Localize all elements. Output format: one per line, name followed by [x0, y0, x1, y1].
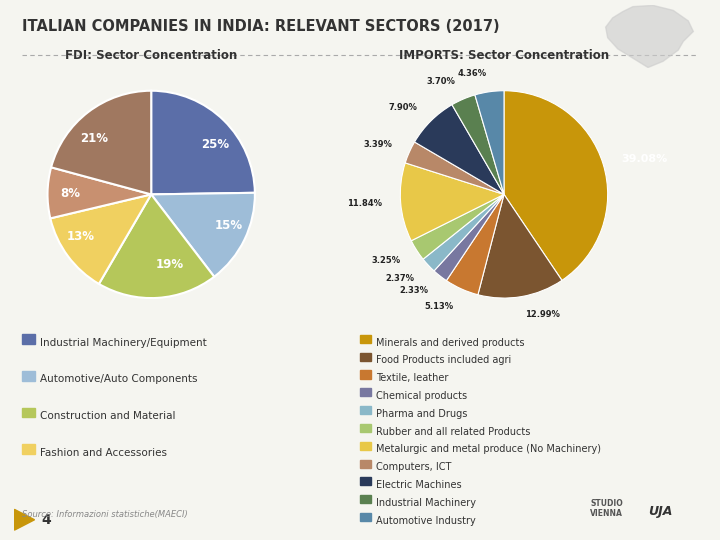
Wedge shape: [475, 91, 504, 194]
Text: Metalurgic and metal produce (No Machinery): Metalurgic and metal produce (No Machine…: [376, 444, 601, 455]
Text: Industrial Machinery: Industrial Machinery: [376, 498, 476, 508]
Text: 13%: 13%: [66, 230, 94, 243]
Text: 5.13%: 5.13%: [425, 301, 454, 310]
Text: Pharma and Drugs: Pharma and Drugs: [376, 409, 467, 419]
Wedge shape: [446, 194, 504, 295]
Text: 3.70%: 3.70%: [427, 77, 456, 86]
Text: 7.90%: 7.90%: [389, 103, 418, 112]
Text: Automotive/Auto Components: Automotive/Auto Components: [40, 374, 198, 384]
Wedge shape: [478, 194, 562, 298]
Text: Industrial Machinery/Equipment: Industrial Machinery/Equipment: [40, 338, 207, 348]
Text: 25%: 25%: [201, 138, 229, 151]
Text: 21%: 21%: [81, 132, 108, 145]
Wedge shape: [48, 167, 151, 218]
Wedge shape: [50, 194, 151, 284]
Text: 39.08%: 39.08%: [621, 154, 667, 164]
Wedge shape: [151, 193, 255, 276]
Text: Minerals and derived products: Minerals and derived products: [376, 338, 524, 348]
Wedge shape: [51, 91, 151, 194]
Polygon shape: [606, 5, 693, 68]
Wedge shape: [405, 142, 504, 194]
Wedge shape: [434, 194, 504, 281]
Text: 8%: 8%: [60, 187, 81, 200]
Text: ITALIAN COMPANIES IN INDIA: RELEVANT SECTORS (2017): ITALIAN COMPANIES IN INDIA: RELEVANT SEC…: [22, 19, 499, 34]
Text: 2.37%: 2.37%: [386, 274, 415, 282]
Text: 11.84%: 11.84%: [347, 199, 382, 208]
Title: IMPORTS: Sector Concentration: IMPORTS: Sector Concentration: [399, 49, 609, 62]
Text: 4: 4: [42, 513, 52, 526]
Text: Food Products included agri: Food Products included agri: [376, 355, 511, 366]
Wedge shape: [423, 194, 504, 271]
Polygon shape: [14, 509, 35, 530]
Wedge shape: [99, 194, 215, 298]
Wedge shape: [504, 91, 608, 280]
Title: FDI: Sector Concentration: FDI: Sector Concentration: [65, 49, 238, 62]
Text: 2.33%: 2.33%: [400, 286, 428, 295]
Text: STUDIO
VIENNA: STUDIO VIENNA: [590, 499, 624, 518]
Text: UJA: UJA: [648, 505, 672, 518]
Text: 4.36%: 4.36%: [457, 69, 487, 78]
Text: Construction and Material: Construction and Material: [40, 411, 176, 421]
Wedge shape: [415, 105, 504, 194]
Text: Textile, leather: Textile, leather: [376, 373, 449, 383]
Text: 3.25%: 3.25%: [372, 256, 401, 265]
Text: 3.39%: 3.39%: [364, 140, 392, 149]
Wedge shape: [411, 194, 504, 259]
Text: Automotive Industry: Automotive Industry: [376, 516, 476, 526]
Wedge shape: [151, 91, 255, 194]
Text: 12.99%: 12.99%: [525, 310, 559, 320]
Text: Computers, ICT: Computers, ICT: [376, 462, 451, 472]
Text: Chemical products: Chemical products: [376, 391, 467, 401]
Text: Electric Machines: Electric Machines: [376, 480, 462, 490]
Wedge shape: [400, 163, 504, 241]
Text: 15%: 15%: [215, 219, 243, 232]
Text: Rubber and all related Products: Rubber and all related Products: [376, 427, 530, 437]
Text: 19%: 19%: [156, 258, 184, 271]
Text: Source: Informazioni statistiche(MAECI): Source: Informazioni statistiche(MAECI): [22, 510, 187, 519]
Text: Fashion and Accessories: Fashion and Accessories: [40, 448, 167, 458]
Wedge shape: [452, 95, 504, 194]
